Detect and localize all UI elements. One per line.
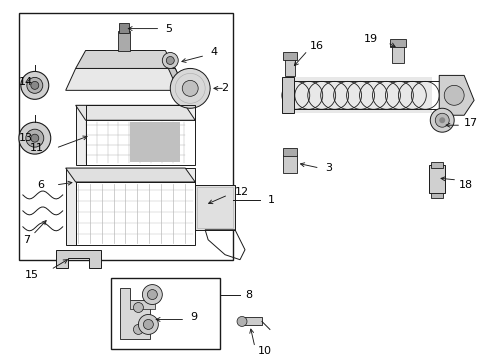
Polygon shape bbox=[65, 68, 185, 90]
Polygon shape bbox=[341, 77, 354, 113]
Circle shape bbox=[31, 134, 39, 142]
Polygon shape bbox=[315, 77, 328, 113]
Text: 14: 14 bbox=[19, 77, 33, 87]
Circle shape bbox=[21, 71, 49, 99]
Text: 17: 17 bbox=[463, 118, 477, 128]
Text: 2: 2 bbox=[221, 84, 228, 93]
Bar bbox=[281, 77, 293, 113]
Text: 18: 18 bbox=[458, 180, 472, 190]
Text: 7: 7 bbox=[23, 235, 30, 245]
Bar bbox=[282, 155, 296, 173]
Circle shape bbox=[438, 117, 444, 123]
Circle shape bbox=[170, 68, 210, 108]
Circle shape bbox=[166, 57, 174, 64]
Circle shape bbox=[182, 80, 198, 96]
Bar bbox=[282, 148, 296, 156]
Text: 5: 5 bbox=[165, 24, 172, 33]
Bar bbox=[389, 39, 406, 46]
Polygon shape bbox=[406, 77, 419, 113]
Text: 8: 8 bbox=[244, 289, 252, 300]
Polygon shape bbox=[56, 250, 101, 268]
Polygon shape bbox=[302, 77, 315, 113]
Circle shape bbox=[133, 302, 143, 312]
Polygon shape bbox=[289, 77, 302, 113]
Bar bbox=[118, 31, 130, 50]
Bar bbox=[282, 53, 296, 60]
Polygon shape bbox=[76, 105, 195, 165]
Polygon shape bbox=[393, 77, 406, 113]
Bar bbox=[240, 318, 262, 325]
Text: 4: 4 bbox=[210, 48, 217, 58]
Text: 1: 1 bbox=[267, 195, 274, 205]
Polygon shape bbox=[380, 77, 393, 113]
Polygon shape bbox=[130, 300, 155, 310]
Bar bbox=[85, 105, 195, 165]
Polygon shape bbox=[120, 288, 150, 339]
Text: 15: 15 bbox=[25, 270, 39, 280]
Text: 3: 3 bbox=[324, 163, 331, 173]
Text: 9: 9 bbox=[190, 312, 197, 323]
Polygon shape bbox=[76, 105, 195, 120]
Circle shape bbox=[237, 316, 246, 327]
Text: 11: 11 bbox=[30, 143, 44, 153]
Bar bbox=[19, 13, 233, 260]
Circle shape bbox=[429, 108, 453, 132]
Polygon shape bbox=[65, 168, 195, 182]
Polygon shape bbox=[367, 77, 380, 113]
Circle shape bbox=[31, 81, 39, 89]
Bar bbox=[195, 185, 235, 230]
Bar bbox=[285, 58, 294, 76]
Circle shape bbox=[434, 113, 448, 127]
Circle shape bbox=[147, 289, 157, 300]
Bar bbox=[76, 182, 195, 245]
Circle shape bbox=[162, 53, 178, 68]
Bar bbox=[197, 187, 233, 228]
Polygon shape bbox=[168, 68, 185, 90]
Polygon shape bbox=[328, 77, 341, 113]
Polygon shape bbox=[438, 75, 473, 115]
Polygon shape bbox=[419, 77, 431, 113]
Bar bbox=[130, 122, 180, 162]
Bar bbox=[430, 162, 442, 168]
Text: 10: 10 bbox=[258, 346, 271, 356]
Text: 16: 16 bbox=[309, 41, 323, 50]
Polygon shape bbox=[76, 50, 175, 68]
Bar bbox=[119, 23, 129, 32]
Circle shape bbox=[143, 319, 153, 329]
Bar bbox=[110, 278, 220, 349]
Polygon shape bbox=[354, 77, 367, 113]
Text: 12: 12 bbox=[235, 187, 249, 197]
Text: 6: 6 bbox=[37, 180, 44, 190]
Bar bbox=[428, 165, 444, 193]
Polygon shape bbox=[65, 168, 195, 245]
Text: 13: 13 bbox=[19, 133, 33, 143]
Text: 19: 19 bbox=[363, 33, 377, 44]
Circle shape bbox=[27, 77, 42, 93]
Circle shape bbox=[142, 285, 162, 305]
Circle shape bbox=[26, 129, 44, 147]
Bar bbox=[430, 193, 442, 198]
Bar bbox=[392, 45, 404, 63]
Circle shape bbox=[133, 324, 143, 334]
Circle shape bbox=[19, 122, 51, 154]
Circle shape bbox=[443, 85, 463, 105]
Circle shape bbox=[138, 315, 158, 334]
